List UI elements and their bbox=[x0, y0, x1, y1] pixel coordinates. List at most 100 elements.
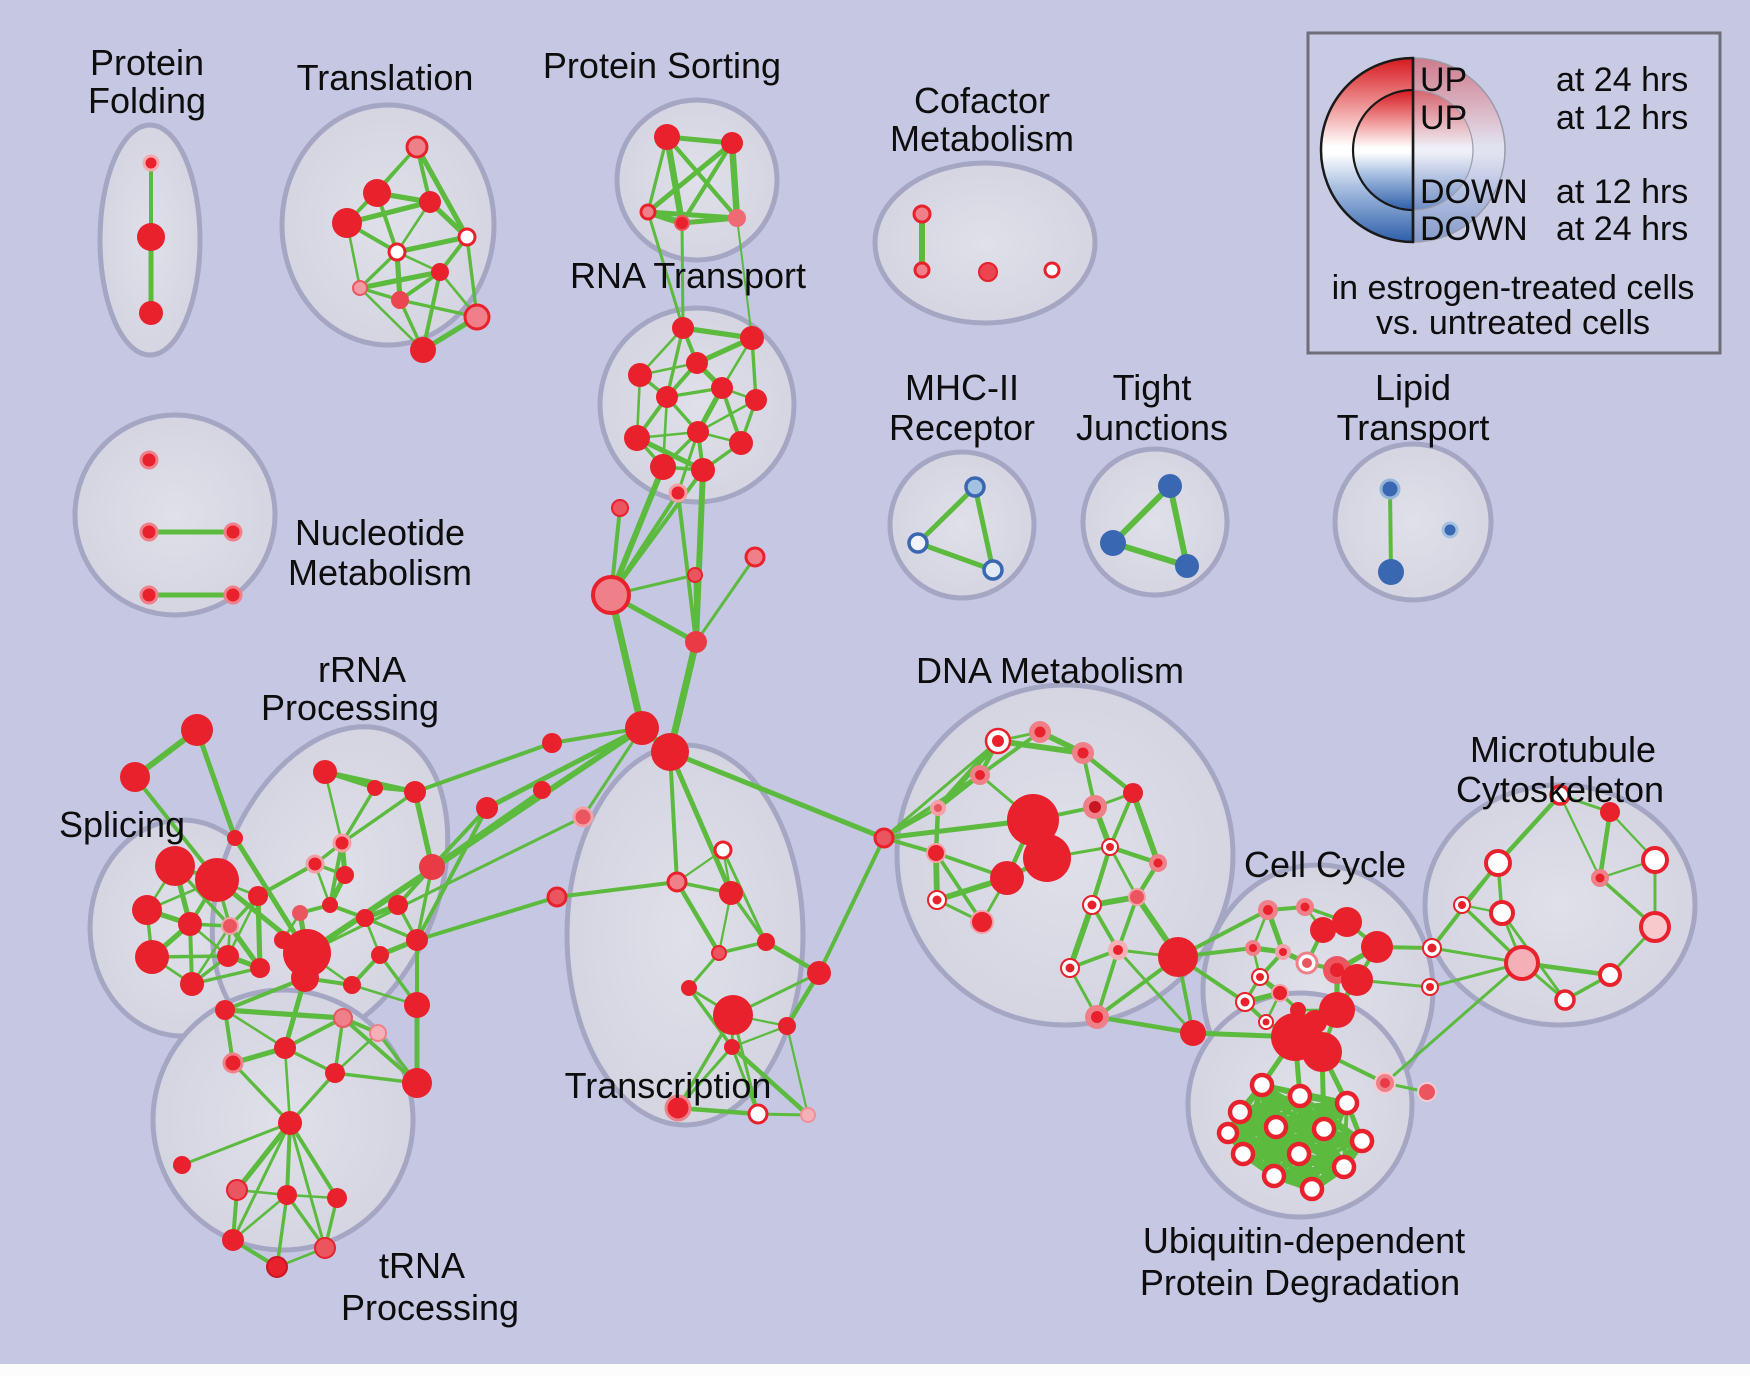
network-node bbox=[533, 781, 551, 799]
network-node bbox=[873, 827, 895, 849]
network-edge bbox=[696, 398, 758, 434]
legend-direction-label: UP bbox=[1420, 99, 1467, 137]
network-node bbox=[137, 223, 165, 251]
legend-disc-right-gradI bbox=[1412, 89, 1474, 211]
network-node bbox=[656, 386, 678, 408]
network-node bbox=[226, 1179, 248, 1201]
network-edge bbox=[1130, 790, 1161, 866]
network-node bbox=[591, 575, 631, 615]
cluster-bubble-nucleotide-metabolism bbox=[72, 412, 278, 618]
network-node bbox=[1421, 978, 1439, 996]
network-node bbox=[132, 895, 162, 925]
network-node bbox=[222, 1052, 244, 1074]
network-node bbox=[1158, 474, 1182, 498]
cluster-label: Cofactor bbox=[914, 80, 1050, 121]
network-node bbox=[1216, 1121, 1240, 1145]
network-node bbox=[332, 208, 362, 238]
network-edge bbox=[340, 790, 417, 845]
cluster-label: rRNA bbox=[318, 649, 406, 690]
network-node bbox=[336, 866, 354, 884]
network-node bbox=[274, 1037, 296, 1059]
network-node bbox=[404, 992, 430, 1018]
network-node bbox=[139, 450, 159, 470]
network-node bbox=[1299, 1176, 1325, 1202]
network-edge bbox=[934, 851, 984, 924]
network-edge bbox=[358, 286, 425, 352]
cluster-bubble-mhc-ii-receptor bbox=[887, 449, 1037, 601]
network-node bbox=[419, 191, 441, 213]
cluster-label: Translation bbox=[297, 57, 474, 98]
network-edge bbox=[680, 221, 685, 330]
network-edge bbox=[285, 1121, 292, 1197]
network-node bbox=[402, 1068, 432, 1098]
network-node bbox=[178, 912, 202, 936]
network-node bbox=[711, 377, 733, 399]
cluster-label: Tight bbox=[1113, 367, 1192, 408]
network-node bbox=[363, 179, 391, 207]
network-node bbox=[1108, 940, 1128, 960]
network-node bbox=[672, 317, 694, 339]
cluster-label: Microtubule bbox=[1470, 729, 1656, 770]
network-node bbox=[1287, 1083, 1313, 1109]
network-node bbox=[1295, 951, 1319, 975]
network-node bbox=[1302, 1032, 1342, 1072]
network-node bbox=[120, 762, 150, 792]
network-edge bbox=[609, 491, 680, 597]
network-node bbox=[687, 421, 709, 443]
network-node bbox=[744, 546, 766, 568]
network-node bbox=[139, 585, 159, 605]
network-edge bbox=[736, 217, 753, 339]
network-node bbox=[404, 781, 426, 803]
network-node bbox=[926, 843, 946, 863]
network-node bbox=[628, 363, 652, 387]
network-node bbox=[352, 280, 368, 296]
network-node bbox=[1489, 900, 1515, 926]
network-node bbox=[982, 559, 1004, 581]
legend-time-label: at 24 hrs bbox=[1556, 61, 1688, 99]
network-node bbox=[650, 454, 676, 480]
network-node bbox=[142, 154, 160, 172]
network-node bbox=[1311, 1116, 1337, 1142]
network-node bbox=[913, 261, 931, 279]
network-node bbox=[668, 483, 688, 503]
network-node bbox=[431, 263, 449, 281]
network-node bbox=[800, 1107, 816, 1123]
network-node bbox=[1549, 784, 1571, 806]
network-node bbox=[1639, 911, 1671, 943]
network-node bbox=[912, 204, 932, 224]
network-node bbox=[371, 946, 389, 964]
legend-disc-left-gradI bbox=[1351, 88, 1415, 212]
network-node bbox=[572, 806, 594, 828]
network-edge bbox=[607, 591, 646, 732]
network-node bbox=[964, 476, 986, 498]
network-node bbox=[685, 631, 707, 653]
node-layer bbox=[120, 124, 1671, 1278]
network-edge bbox=[1388, 487, 1393, 574]
network-node bbox=[1007, 794, 1059, 846]
network-node bbox=[227, 830, 243, 846]
network-node bbox=[691, 458, 715, 482]
network-node bbox=[757, 933, 775, 951]
network-node bbox=[406, 929, 428, 951]
network-node bbox=[1275, 944, 1291, 960]
network-edge bbox=[275, 1193, 289, 1269]
network-edge bbox=[679, 140, 735, 226]
network-edge bbox=[674, 879, 722, 956]
network-node bbox=[325, 1063, 345, 1083]
network-node bbox=[387, 242, 407, 262]
network-edge bbox=[608, 464, 666, 598]
network-node bbox=[1598, 963, 1622, 987]
network-node bbox=[215, 1000, 235, 1020]
cluster-label: Junctions bbox=[1076, 407, 1228, 448]
network-node bbox=[327, 1188, 347, 1208]
network-node bbox=[391, 291, 409, 309]
network-node bbox=[1227, 1099, 1253, 1125]
network-edge bbox=[972, 484, 996, 573]
network-edge bbox=[415, 806, 489, 942]
network-node bbox=[747, 1103, 769, 1125]
cluster-label: Protein Degradation bbox=[1140, 1262, 1460, 1303]
network-node bbox=[217, 945, 239, 967]
cluster-bubble-lipid-transport bbox=[1332, 441, 1494, 603]
network-node bbox=[624, 425, 650, 451]
